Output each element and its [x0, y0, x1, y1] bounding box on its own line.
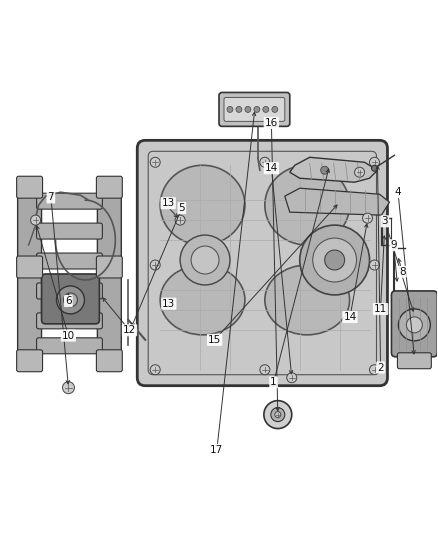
- Circle shape: [63, 382, 74, 394]
- Text: 12: 12: [123, 325, 136, 335]
- FancyBboxPatch shape: [96, 256, 122, 278]
- FancyBboxPatch shape: [42, 274, 99, 324]
- Circle shape: [150, 260, 160, 270]
- Circle shape: [263, 107, 269, 112]
- Circle shape: [313, 238, 357, 282]
- Text: 5: 5: [179, 203, 185, 213]
- Circle shape: [406, 317, 422, 333]
- Circle shape: [236, 107, 242, 112]
- Ellipse shape: [160, 265, 245, 335]
- Circle shape: [325, 250, 345, 270]
- FancyBboxPatch shape: [37, 253, 102, 269]
- Circle shape: [150, 157, 160, 167]
- Text: 13: 13: [162, 298, 175, 309]
- Text: 3: 3: [381, 216, 388, 227]
- FancyBboxPatch shape: [392, 291, 437, 357]
- Text: 14: 14: [265, 163, 278, 173]
- Text: 7: 7: [48, 192, 54, 203]
- Circle shape: [64, 293, 78, 307]
- Text: 9: 9: [390, 240, 397, 250]
- Circle shape: [180, 235, 230, 285]
- Circle shape: [370, 260, 379, 270]
- Text: 17: 17: [210, 445, 223, 455]
- FancyBboxPatch shape: [97, 177, 121, 363]
- FancyBboxPatch shape: [397, 353, 431, 369]
- Circle shape: [370, 365, 379, 375]
- FancyBboxPatch shape: [18, 177, 42, 363]
- FancyBboxPatch shape: [37, 223, 102, 239]
- Ellipse shape: [265, 165, 350, 245]
- FancyBboxPatch shape: [17, 176, 42, 198]
- Text: 10: 10: [62, 330, 75, 341]
- Circle shape: [272, 107, 278, 112]
- Circle shape: [245, 107, 251, 112]
- Circle shape: [150, 365, 160, 375]
- Circle shape: [275, 411, 281, 417]
- Circle shape: [399, 309, 430, 341]
- Circle shape: [371, 165, 378, 171]
- Circle shape: [264, 401, 292, 429]
- Circle shape: [260, 157, 270, 167]
- FancyBboxPatch shape: [224, 98, 285, 122]
- Circle shape: [271, 408, 285, 422]
- FancyBboxPatch shape: [17, 256, 42, 278]
- Circle shape: [254, 107, 260, 112]
- FancyBboxPatch shape: [96, 176, 122, 198]
- Circle shape: [370, 157, 379, 167]
- Ellipse shape: [160, 165, 245, 245]
- Circle shape: [300, 225, 370, 295]
- Polygon shape: [290, 157, 378, 182]
- Circle shape: [57, 286, 85, 314]
- Circle shape: [287, 373, 297, 383]
- Circle shape: [175, 215, 185, 225]
- Ellipse shape: [265, 265, 350, 335]
- Polygon shape: [285, 188, 389, 215]
- Text: 14: 14: [343, 312, 357, 322]
- Text: 6: 6: [65, 296, 72, 306]
- FancyBboxPatch shape: [37, 338, 102, 354]
- FancyBboxPatch shape: [37, 283, 102, 299]
- FancyBboxPatch shape: [96, 350, 122, 372]
- Text: 15: 15: [208, 335, 221, 345]
- Circle shape: [321, 166, 328, 174]
- Text: 2: 2: [377, 362, 384, 373]
- Circle shape: [31, 215, 41, 225]
- FancyBboxPatch shape: [17, 350, 42, 372]
- Text: 8: 8: [399, 267, 406, 277]
- Circle shape: [355, 167, 364, 177]
- Circle shape: [227, 107, 233, 112]
- FancyBboxPatch shape: [137, 140, 388, 386]
- Circle shape: [260, 365, 270, 375]
- Text: 16: 16: [265, 118, 278, 128]
- Text: 4: 4: [395, 187, 401, 197]
- Text: 11: 11: [374, 304, 387, 314]
- FancyBboxPatch shape: [37, 313, 102, 329]
- Circle shape: [363, 213, 372, 223]
- Text: 13: 13: [162, 198, 175, 208]
- Circle shape: [191, 246, 219, 274]
- FancyBboxPatch shape: [37, 193, 102, 209]
- FancyBboxPatch shape: [219, 92, 290, 126]
- Text: 1: 1: [270, 377, 277, 387]
